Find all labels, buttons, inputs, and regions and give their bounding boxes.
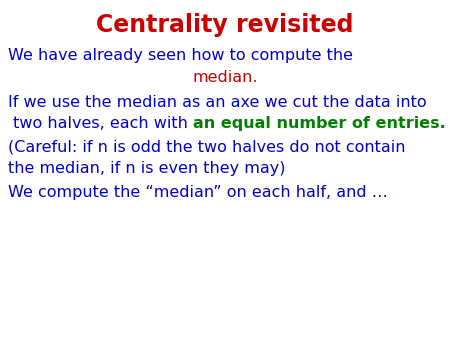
Text: an equal number of entries.: an equal number of entries. xyxy=(193,116,446,131)
Text: median.: median. xyxy=(192,70,258,85)
Text: the median, if n is even they may): the median, if n is even they may) xyxy=(8,161,285,176)
Text: If we use the median as an axe we cut the data into: If we use the median as an axe we cut th… xyxy=(8,95,427,110)
Text: (Careful: if n is odd the two halves do not contain: (Careful: if n is odd the two halves do … xyxy=(8,140,405,155)
Text: two halves, each with: two halves, each with xyxy=(8,116,193,131)
Text: We compute the “median” on each half, and …: We compute the “median” on each half, an… xyxy=(8,185,388,200)
Text: We have already seen how to compute the: We have already seen how to compute the xyxy=(8,48,353,63)
Text: Centrality revisited: Centrality revisited xyxy=(96,13,354,37)
